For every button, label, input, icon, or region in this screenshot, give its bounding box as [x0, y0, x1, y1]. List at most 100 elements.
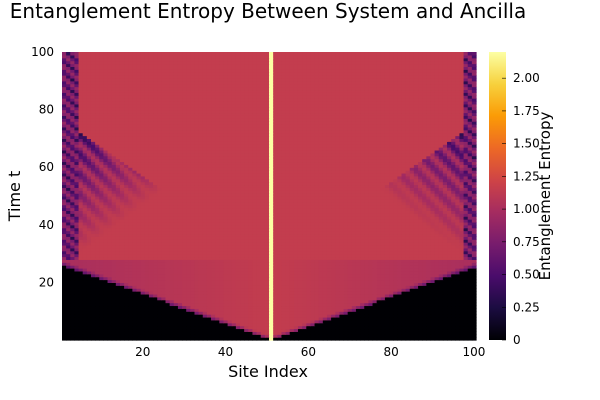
heatmap-cell [248, 328, 254, 332]
heatmap-cell [372, 334, 378, 338]
heatmap-cell [351, 276, 357, 281]
heatmap-cell [351, 239, 357, 243]
heatmap-cell [227, 308, 233, 312]
heatmap-cell [235, 276, 241, 281]
heatmap-cell [206, 270, 212, 275]
heatmap-cell [115, 204, 121, 209]
heatmap-cell [285, 328, 291, 332]
heatmap-cell [119, 244, 125, 249]
heatmap-cell [451, 242, 456, 246]
heatmap-cell [86, 216, 92, 220]
heatmap-cell [418, 216, 423, 220]
heatmap-cell [347, 291, 353, 295]
heatmap-cell [442, 293, 448, 298]
heatmap-cell [173, 219, 179, 223]
heatmap-cell [206, 244, 212, 249]
heatmap-cell [384, 198, 390, 203]
heatmap-cell [376, 204, 382, 209]
heatmap-cell [331, 299, 336, 304]
heatmap-cell [314, 219, 320, 223]
heatmap-cell [273, 210, 278, 214]
heatmap-cell [360, 221, 365, 226]
heatmap-cell [248, 236, 254, 240]
heatmap-cell [165, 282, 171, 286]
heatmap-cell [198, 314, 204, 318]
heatmap-cell [252, 311, 258, 315]
heatmap-cell [326, 233, 332, 237]
heatmap-cell [302, 282, 307, 286]
heatmap-cell [297, 334, 303, 338]
heatmap-cell [95, 250, 100, 255]
heatmap-cell [355, 250, 361, 255]
heatmap-cell [227, 250, 233, 255]
heatmap-cell [202, 204, 208, 209]
heatmap-cell [343, 322, 349, 327]
heatmap-cell [177, 210, 183, 214]
heatmap-cell [331, 207, 336, 211]
heatmap-cell [293, 268, 299, 272]
heatmap-cell [206, 207, 212, 211]
heatmap-cell [194, 305, 200, 309]
heatmap-cell [219, 253, 225, 258]
heatmap-cell [447, 227, 452, 232]
heatmap-cell [62, 224, 67, 229]
heatmap-cell [413, 227, 419, 232]
heatmap-cell [231, 213, 237, 217]
heatmap-cell [190, 279, 196, 283]
heatmap-cell [252, 299, 258, 304]
heatmap-cell [144, 334, 150, 338]
heatmap-cell [368, 216, 374, 220]
heatmap-cell [248, 314, 254, 318]
heatmap-cell [103, 221, 109, 226]
heatmap-cell [413, 242, 419, 246]
heatmap-cell [227, 253, 233, 258]
heatmap-cell [314, 285, 320, 289]
heatmap-cell [293, 270, 299, 275]
heatmap-cell [277, 314, 283, 318]
heatmap-cell [277, 311, 283, 315]
heatmap-cell [351, 265, 357, 269]
heatmap-cell [219, 221, 225, 226]
heatmap-cell [401, 273, 407, 278]
heatmap-cell [194, 247, 200, 252]
heatmap-cell [90, 242, 96, 246]
heatmap-cell [273, 279, 278, 283]
heatmap-cell [401, 328, 407, 332]
heatmap-cell [471, 198, 477, 203]
heatmap-cell [107, 302, 113, 307]
heatmap-cell [252, 213, 258, 217]
heatmap-cell [252, 331, 258, 335]
heatmap-cell [306, 204, 311, 209]
heatmap-cell [219, 268, 225, 272]
heatmap-cell [322, 230, 328, 235]
heatmap-cell [297, 253, 303, 258]
heatmap-cell [376, 262, 382, 266]
heatmap-cell [177, 227, 183, 232]
heatmap-cell [227, 311, 233, 315]
heatmap-cell [140, 224, 146, 229]
heatmap-cell [360, 279, 365, 283]
heatmap-cell [140, 233, 146, 237]
heatmap-cell [206, 293, 212, 298]
heatmap-cell [124, 253, 129, 258]
heatmap-cell [215, 322, 220, 327]
heatmap-cell [256, 302, 262, 307]
heatmap-cell [99, 204, 104, 209]
heatmap-row [62, 253, 477, 258]
heatmap-cell [244, 296, 249, 301]
heatmap-cell [355, 262, 361, 266]
heatmap-cell [434, 227, 440, 232]
heatmap-cell [90, 331, 96, 335]
heatmap-cell [335, 291, 340, 295]
heatmap-cell [244, 322, 249, 327]
heatmap-cell [90, 282, 96, 286]
heatmap-cell [231, 227, 237, 232]
heatmap-cell [306, 311, 311, 315]
heatmap-cell [347, 256, 353, 260]
heatmap-cell [231, 198, 237, 203]
heatmap-cell [177, 285, 183, 289]
heatmap-cell [269, 244, 274, 249]
heatmap-cell [451, 291, 456, 295]
heatmap-cell [463, 230, 469, 235]
heatmap-cell [360, 253, 365, 258]
